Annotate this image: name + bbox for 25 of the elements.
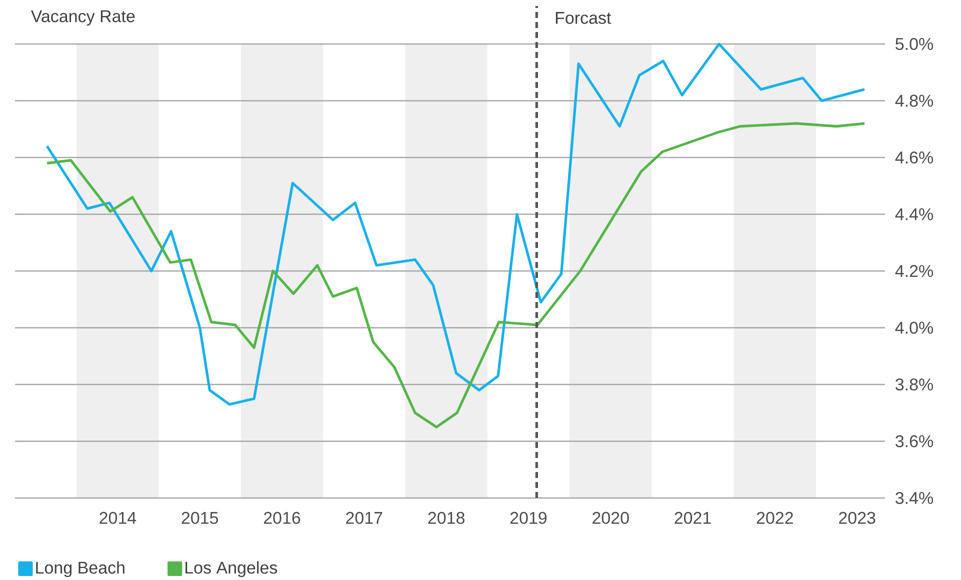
x-tick-label: 2018 <box>428 512 464 524</box>
x-tick-label: 2017 <box>346 512 382 524</box>
x-tick-label: 2016 <box>264 512 300 524</box>
ref-line-label: Forcast <box>556 12 612 24</box>
y-tick-label: 4.8% <box>895 94 934 107</box>
y-tick-label: 4.2% <box>895 265 934 277</box>
y-tick-label: 4.4% <box>895 208 934 220</box>
x-tick-label: 2015 <box>182 512 218 524</box>
y-tick-label: 4.6% <box>895 151 934 164</box>
x-tick-label: 2021 <box>674 512 711 524</box>
chart-title: Vacancy Rate <box>30 10 135 26</box>
y-tick-label: 5.0% <box>896 38 934 50</box>
legend-label: Long Beach <box>36 561 124 578</box>
y-tick-label: 3.8% <box>896 378 934 391</box>
y-tick-label: 4.0% <box>895 322 934 334</box>
x-tick-label: 2014 <box>100 512 136 524</box>
x-tick-label: 2020 <box>592 512 629 524</box>
y-tick-label: 3.6% <box>896 435 934 448</box>
line-series <box>46 122 866 428</box>
x-tick-label: 2019 <box>510 512 547 524</box>
x-tick-label: 2022 <box>756 512 793 524</box>
legend-label: Los Angeles <box>186 561 278 578</box>
line-series <box>46 42 866 406</box>
x-tick-label: 2023 <box>839 512 876 524</box>
y-tick-label: 3.4% <box>896 492 934 504</box>
